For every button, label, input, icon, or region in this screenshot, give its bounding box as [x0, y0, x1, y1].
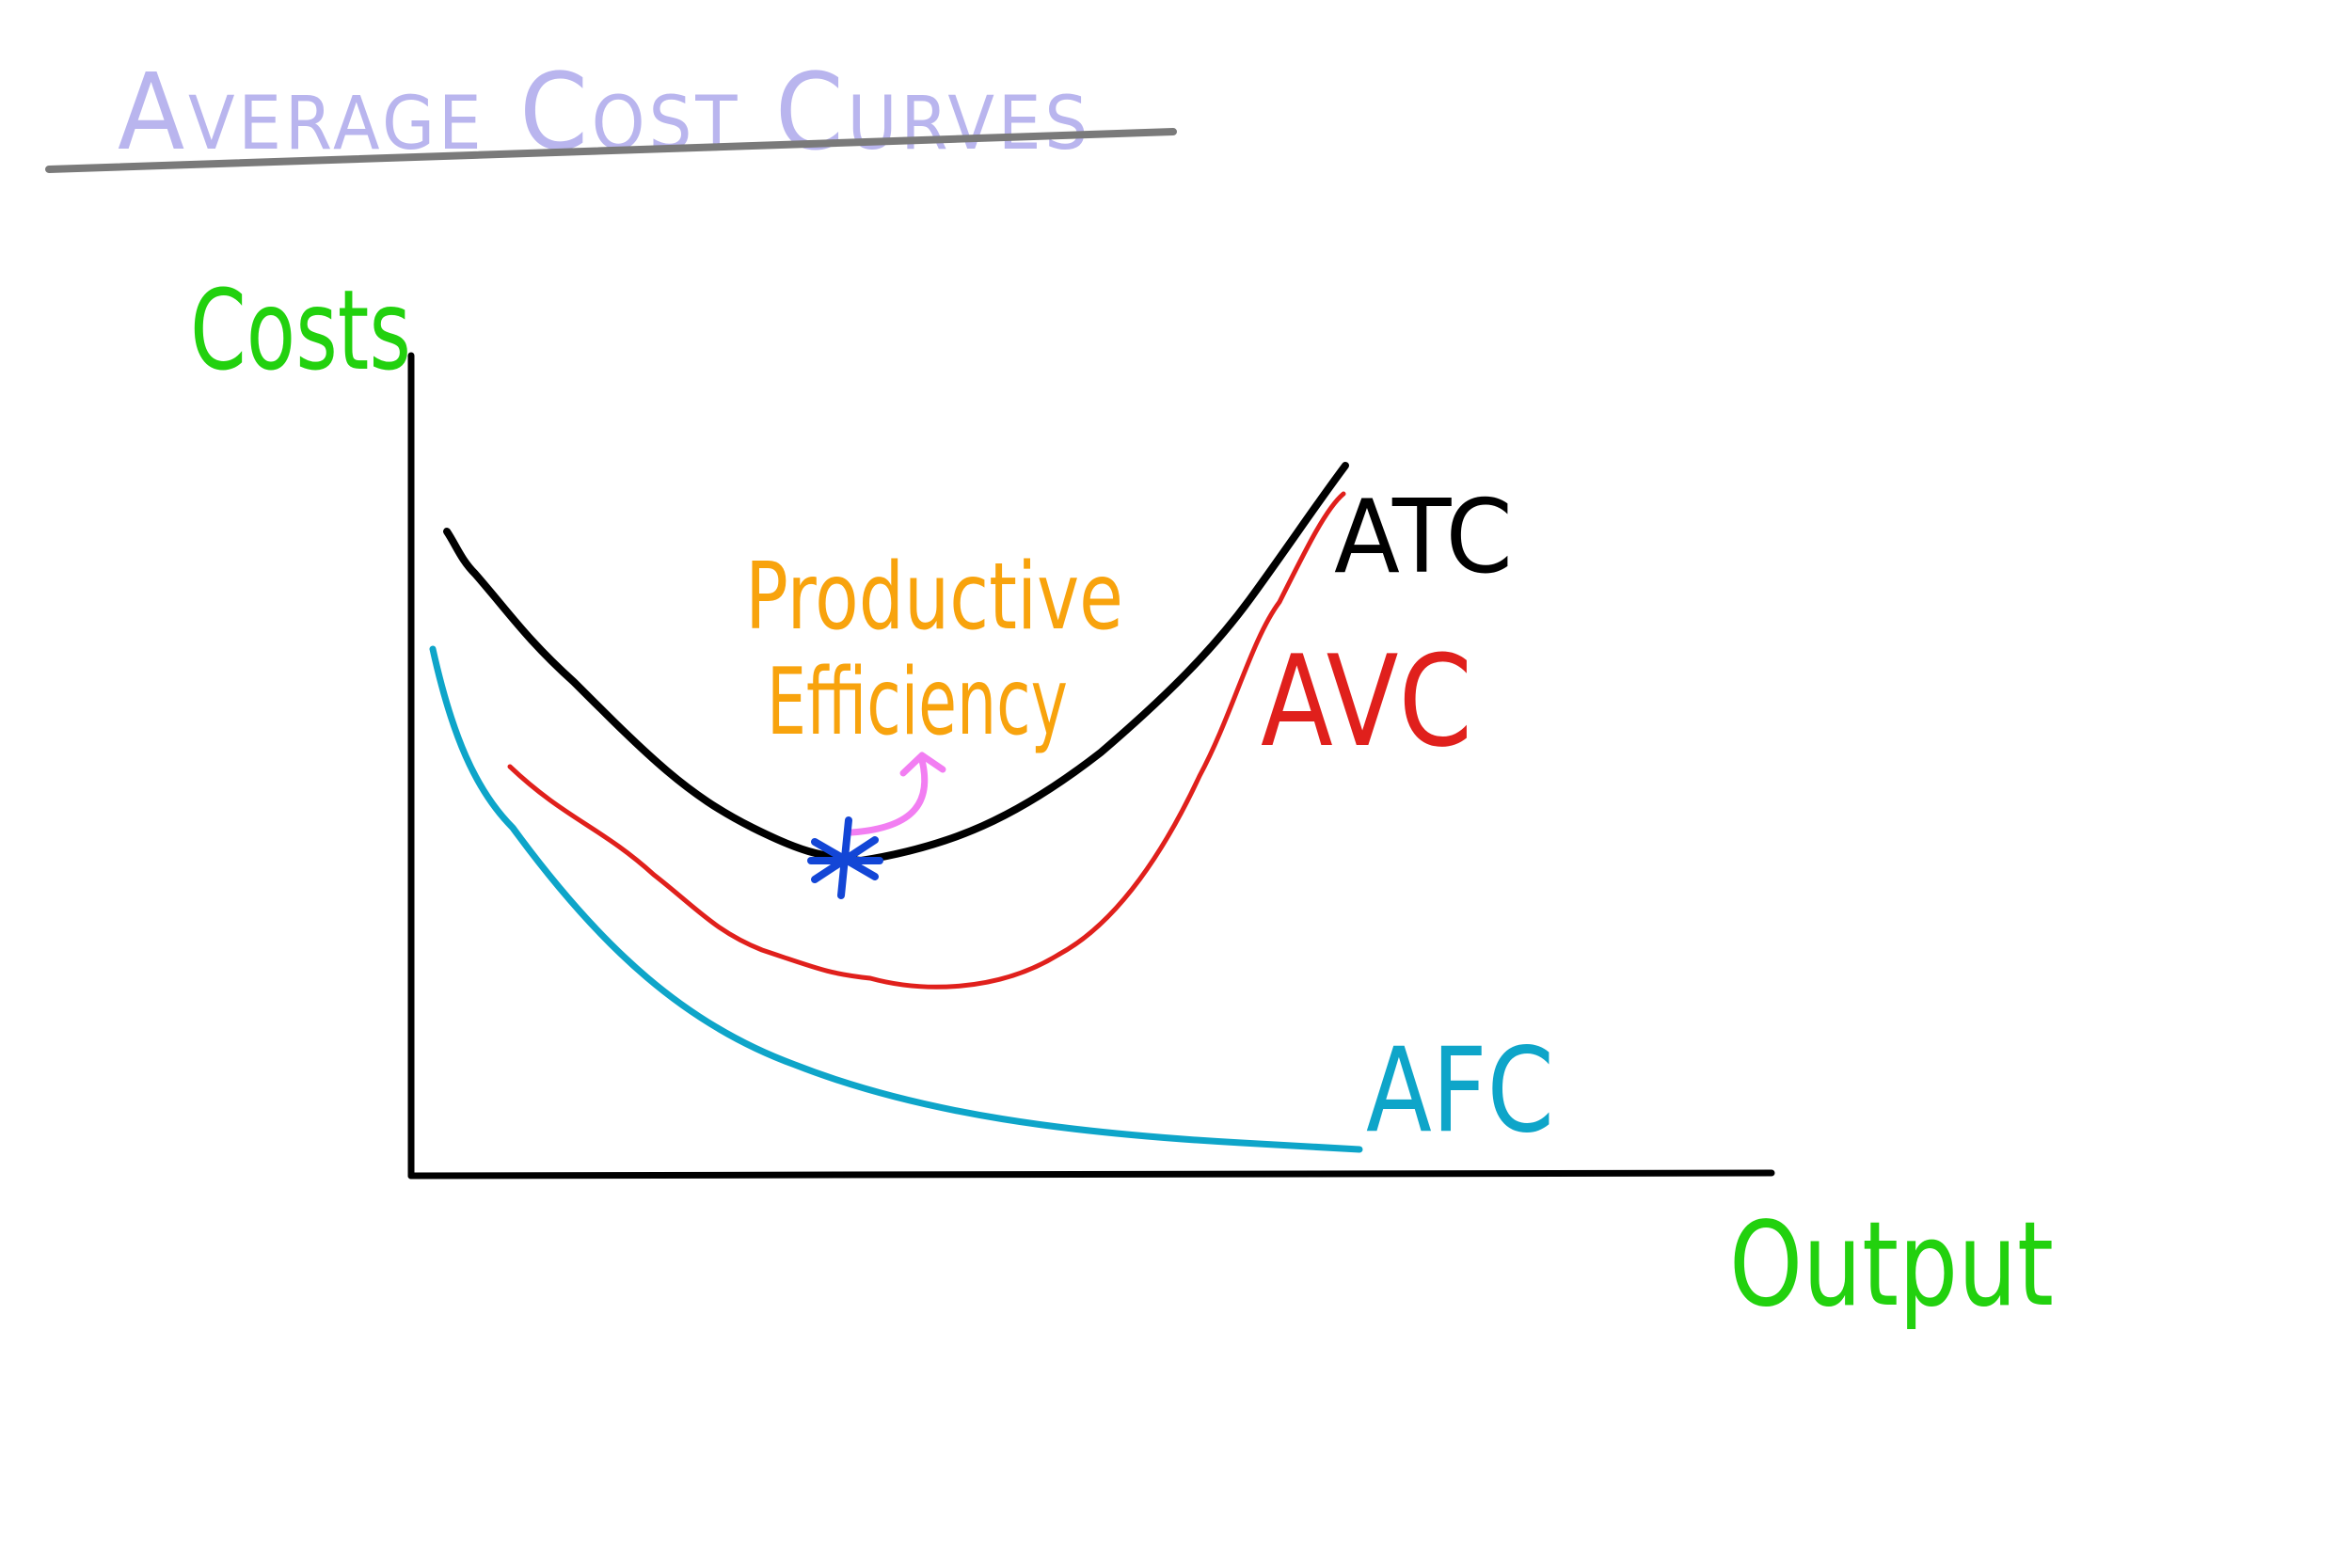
diagram-title: Average Cost Curves — [118, 52, 1091, 174]
x-axis — [407, 1169, 1775, 1180]
title-underline — [45, 128, 1177, 173]
asterisk-icon — [807, 816, 883, 899]
atc-label: ATC — [1334, 479, 1513, 596]
x-axis-label: Output — [1729, 1197, 2054, 1333]
annotation-line2: Efficiency — [767, 649, 1068, 756]
afc-curve — [429, 645, 1363, 1153]
avc-curve — [507, 491, 1346, 990]
y-axis-label: Costs — [190, 265, 411, 395]
curved-arrow-icon — [848, 752, 946, 836]
afc-label: AFC — [1366, 1023, 1554, 1159]
avc-label: AVC — [1261, 628, 1472, 775]
annotation-line1: Productive — [745, 544, 1123, 651]
